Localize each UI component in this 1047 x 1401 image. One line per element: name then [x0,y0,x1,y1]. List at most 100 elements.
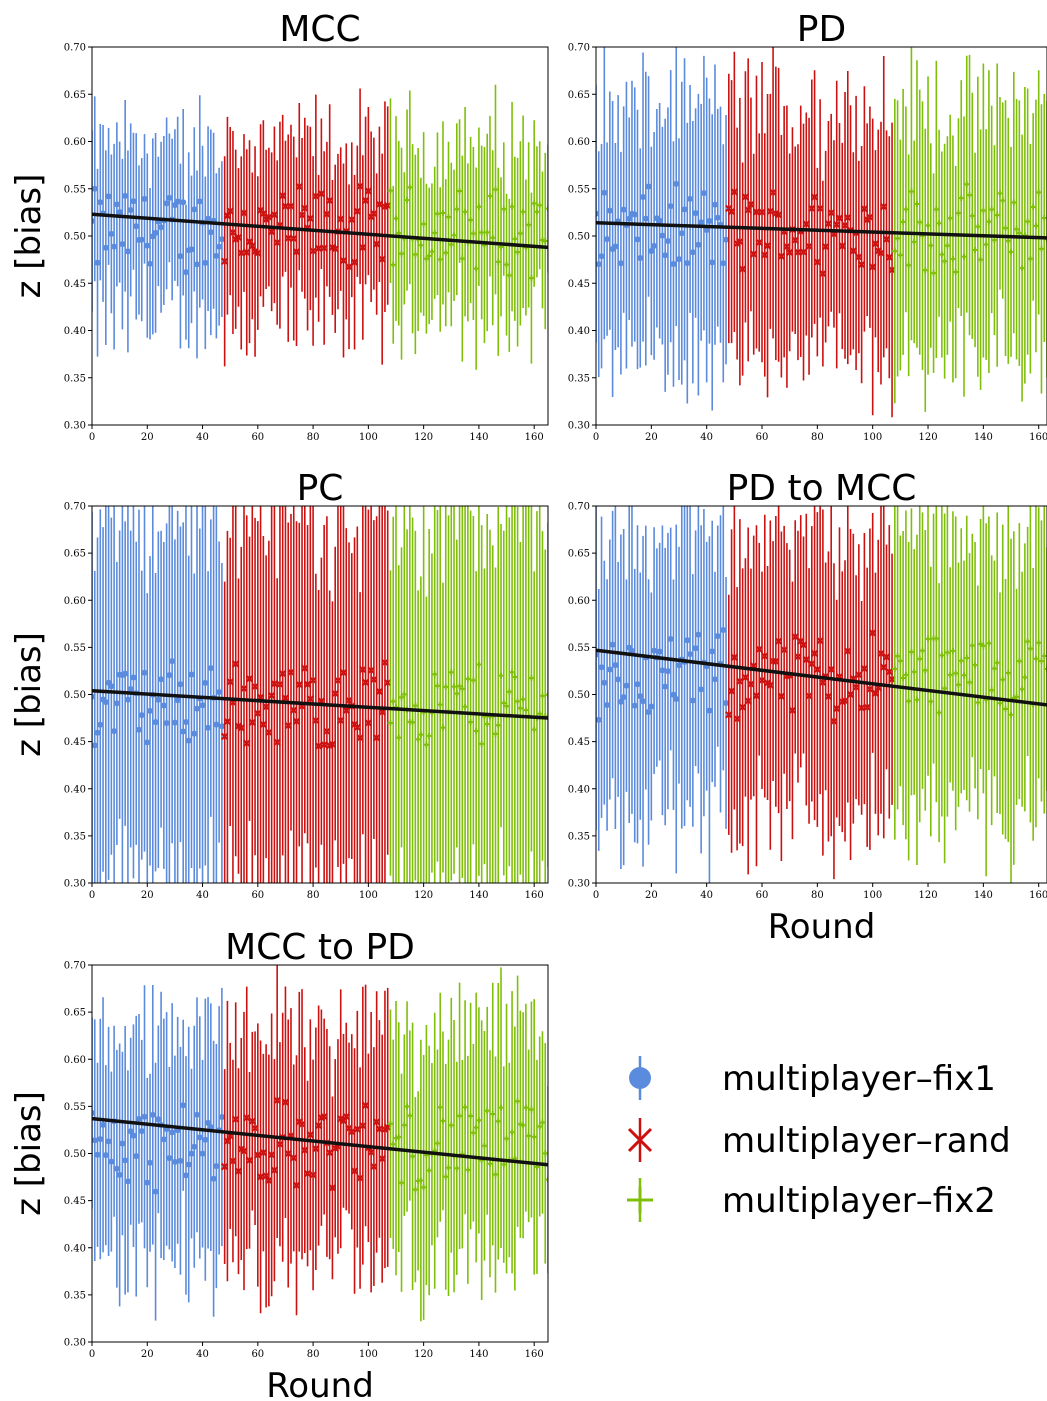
data-point [1044,665,1047,672]
data-point [623,682,630,689]
data-point [689,697,696,704]
data-point [94,1151,101,1158]
data-point [676,256,683,263]
data-point [169,1129,176,1136]
data-point [617,698,624,705]
data-point [207,229,214,236]
y-tick-label: 0.30 [64,1338,86,1349]
data-point [94,729,101,736]
data-point [606,666,613,673]
y-tick-label: 0.65 [568,90,590,101]
x-tick-label: 40 [196,432,209,443]
data-point [122,192,129,199]
data-point [102,699,109,706]
y-tick-label: 0.35 [64,373,86,384]
data-point [601,679,608,686]
data-point [645,183,652,190]
data-point [130,198,137,205]
y-tick-label: 0.50 [64,232,86,243]
y-tick-label: 0.40 [568,784,590,795]
x-tick-label: 120 [414,890,433,901]
x-tick-label: 20 [141,1349,154,1360]
data-point [92,742,98,749]
data-point [648,247,655,254]
x-tick-label: 160 [525,1349,544,1360]
plot-area [596,506,1047,883]
data-point [596,716,602,723]
y-tick-label: 0.35 [568,831,590,842]
data-point [113,700,120,707]
x-tick-label: 100 [359,1349,378,1360]
data-point [188,246,195,253]
data-point [626,215,633,222]
data-point [177,1157,184,1164]
data-point [609,641,616,648]
legend-item: multiplayer–fix1 [629,1056,996,1100]
data-point [664,668,671,675]
data-point [640,698,647,705]
data-point [152,1188,159,1195]
x-tick-label: 100 [359,890,378,901]
data-point [194,705,201,712]
fit-line [92,1116,548,1167]
data-point [155,696,162,703]
y-tick-label: 0.35 [64,831,86,842]
data-point [199,702,206,709]
data-point [205,215,212,222]
data-point [659,667,666,674]
data-point [213,1163,220,1170]
data-point [147,260,154,267]
data-point [709,259,716,266]
y-tick-label: 0.30 [568,879,590,890]
data-point [135,1115,142,1122]
legend-x-marker [627,1127,653,1153]
chart-panel-2: 0 20 40 60 80 100 120 140 160 0.30 0.35 0.40 0.45 0.5… [568,9,1047,443]
y-tick-label: 0.70 [568,43,590,54]
data-point [684,637,691,644]
data-point [102,1152,109,1159]
x-tick-label: 120 [918,432,937,443]
data-point [612,662,619,669]
data-point [545,691,548,698]
data-point [628,647,635,654]
data-point [695,631,702,638]
y-tick-label: 0.30 [568,421,590,432]
data-point [185,1161,192,1168]
data-point [105,1138,112,1145]
data-point [147,707,154,714]
y-tick-label: 0.45 [64,279,86,290]
data-point [133,223,140,230]
data-point [180,728,187,735]
y-tick-label: 0.60 [64,1055,86,1066]
data-point [105,193,112,200]
data-point [202,259,209,266]
data-point [634,236,641,243]
x-tick-label: 80 [307,1349,320,1360]
data-point [141,195,148,202]
data-point [185,737,192,744]
data-point [177,253,184,260]
data-point [620,206,627,213]
y-tick-label: 0.35 [568,373,590,384]
data-point [720,627,727,634]
data-point [695,241,702,248]
legend-item: multiplayer–fix2 [627,1178,996,1222]
data-point [194,1111,201,1118]
data-point [116,1171,123,1178]
x-tick-label: 120 [414,1349,433,1360]
legend-label: multiplayer–rand [722,1121,1011,1161]
data-point [122,1157,129,1164]
chart-title: PD [797,9,846,50]
y-tick-label: 0.40 [64,326,86,337]
data-point [692,210,699,217]
data-point [92,1137,98,1144]
y-tick-label: 0.60 [568,137,590,148]
data-point [108,683,115,690]
data-point [601,189,608,196]
data-point [92,185,98,192]
y-tick-label: 0.35 [64,1290,86,1301]
data-point [218,1114,225,1121]
plot-area [92,506,548,883]
data-point [670,691,677,698]
data-point [97,199,104,206]
